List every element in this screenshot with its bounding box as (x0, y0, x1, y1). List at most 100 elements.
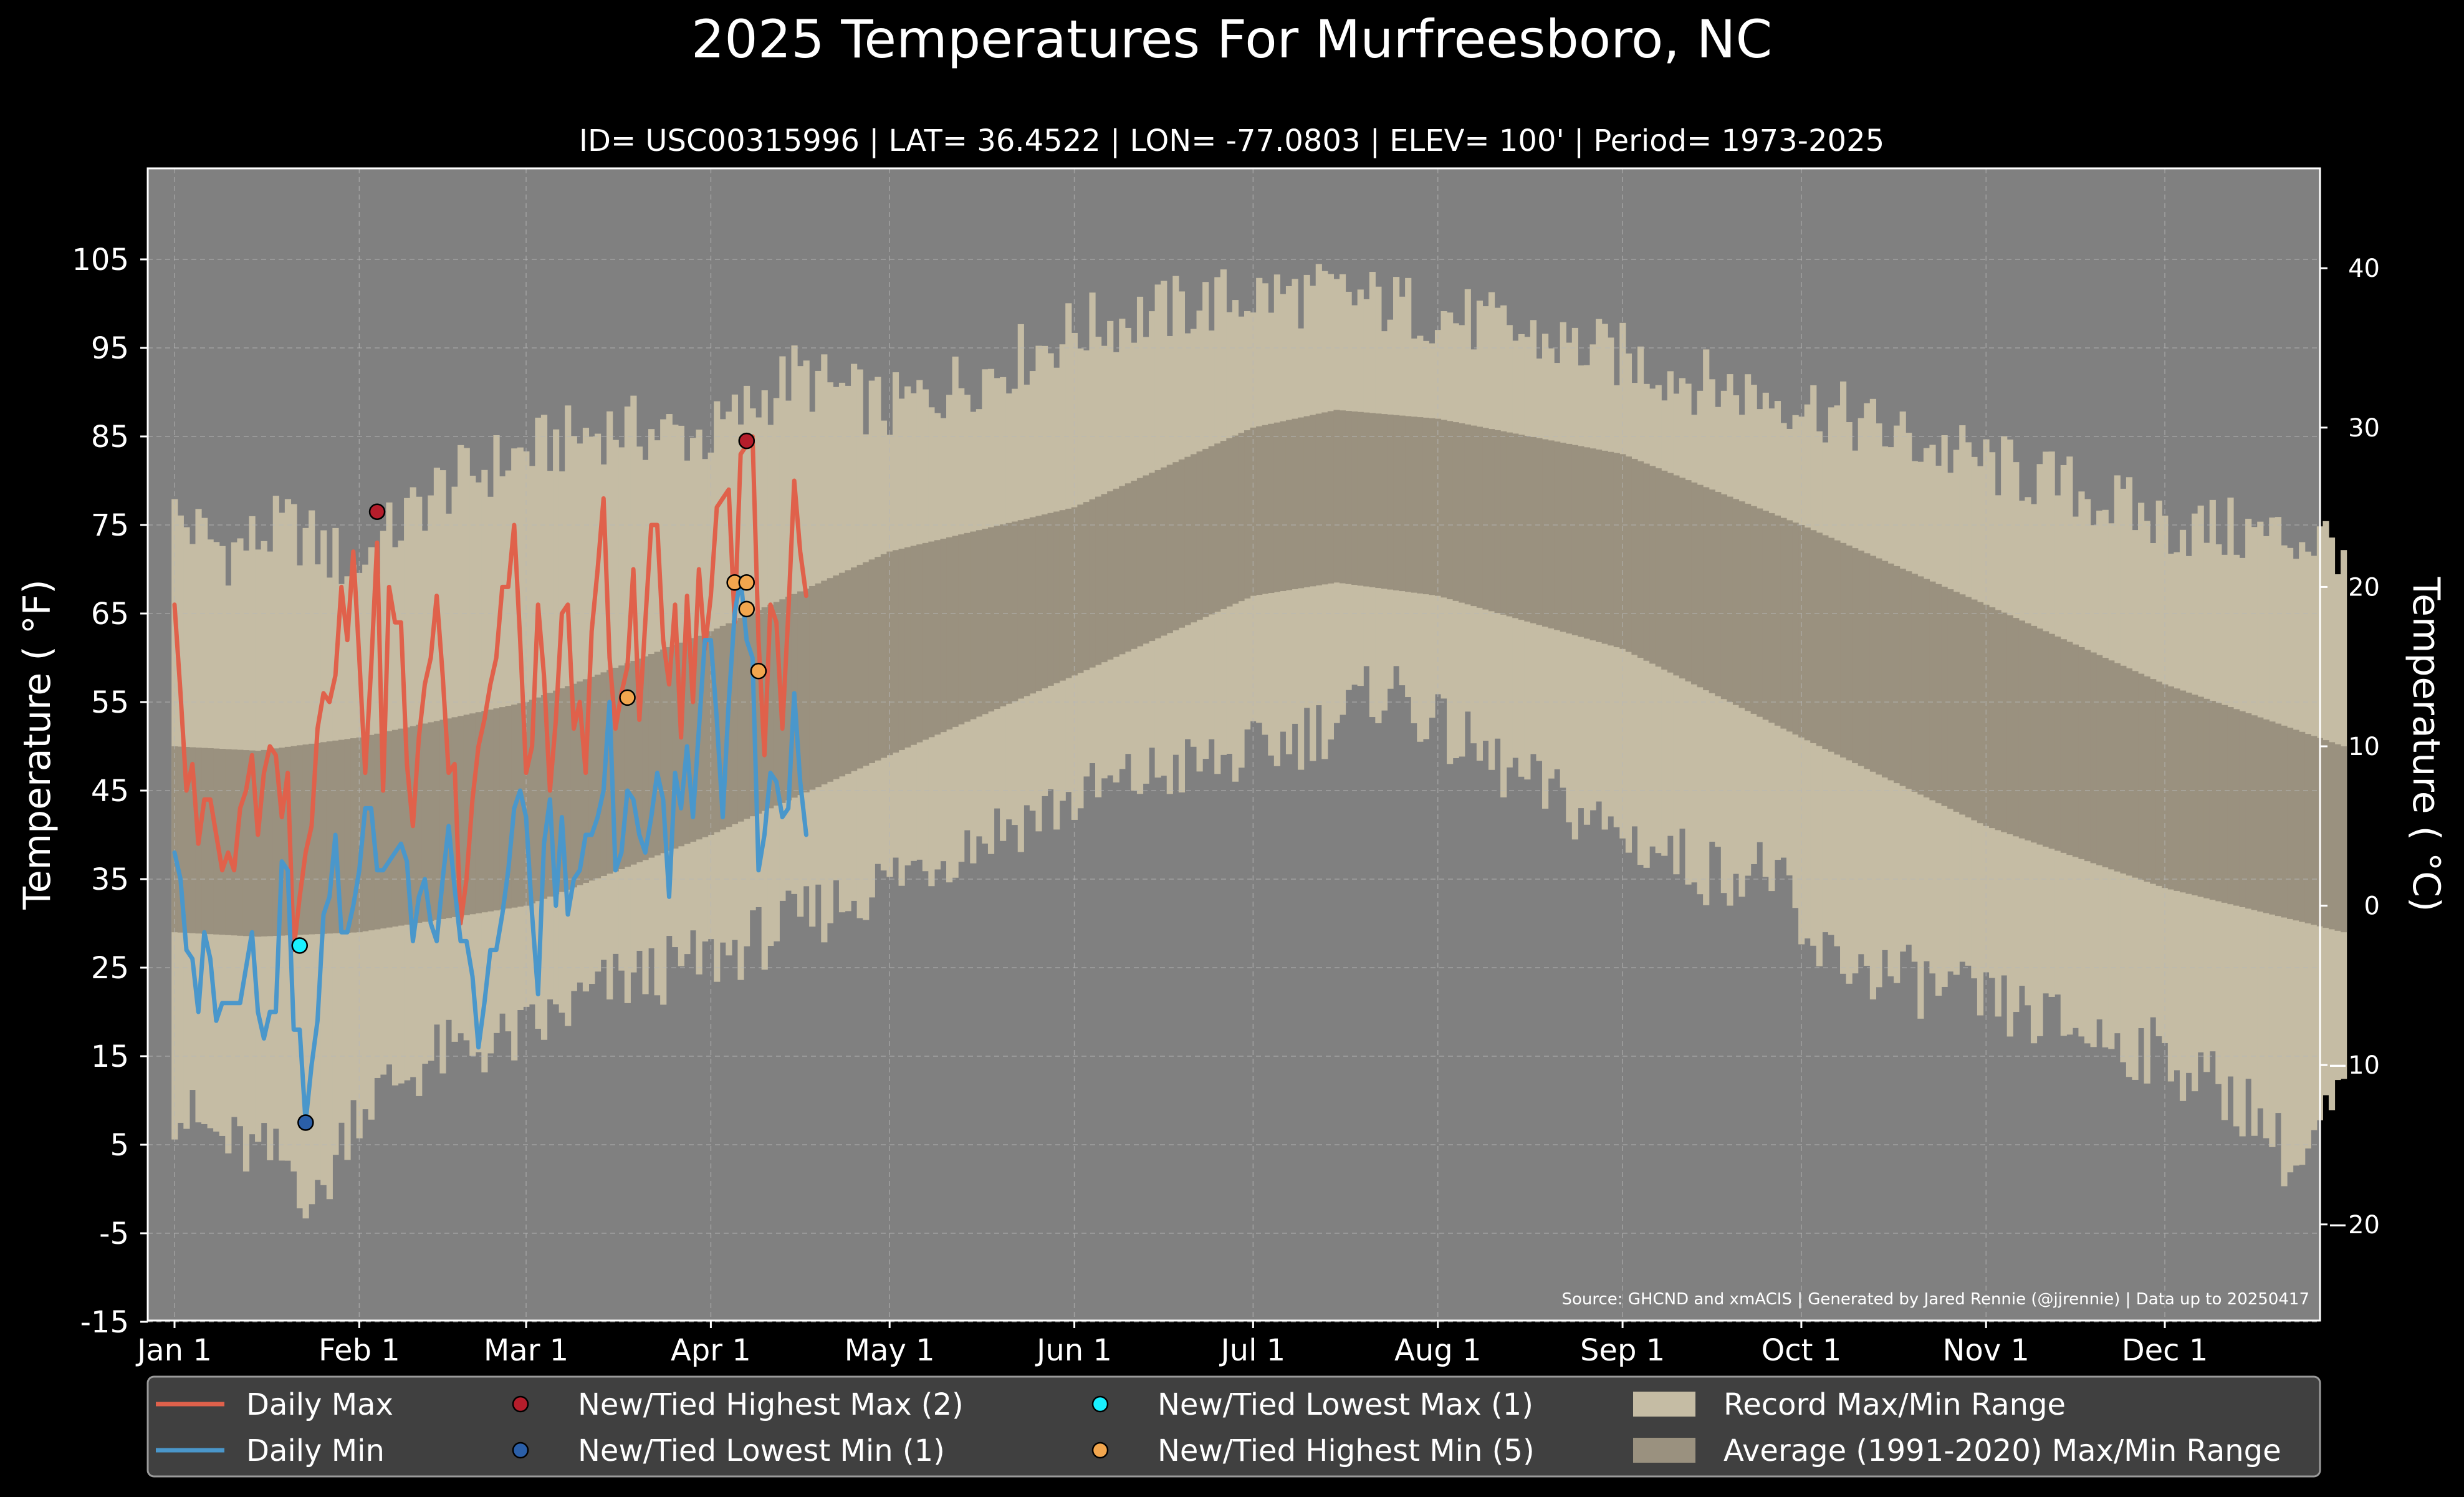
average-range-bar (1393, 415, 1400, 590)
average-range-bar (433, 721, 441, 920)
average-range-bar (1530, 436, 1537, 623)
average-range-bar (1053, 511, 1060, 683)
average-range-bar (1840, 542, 1847, 758)
average-range-bar (493, 708, 500, 911)
legend-swatch-marker (1091, 1395, 1109, 1413)
average-range-bar (2263, 719, 2270, 913)
average-range-bar (1399, 415, 1406, 592)
average-range-bar (630, 661, 637, 865)
average-range-bar (1864, 553, 1871, 769)
average-range-bar (618, 665, 625, 869)
average-range-bar (338, 739, 345, 933)
average-range-bar (624, 663, 631, 867)
average-range-bar (827, 578, 833, 782)
average-range-bar (1357, 412, 1364, 586)
chart-title: 2025 Temperatures For Murfreesboro, NC (691, 9, 1772, 70)
y-tick-label-right: 40 (2348, 254, 2380, 283)
average-range-bar (2155, 681, 2162, 886)
average-range-bar (946, 537, 953, 729)
average-range-bar (2185, 692, 2192, 894)
average-range-bar (2084, 650, 2091, 862)
average-range-bar (2120, 665, 2127, 874)
average-range-bar (458, 716, 464, 917)
average-range-bar (1065, 508, 1072, 678)
average-range-bar (1441, 420, 1447, 598)
average-range-bar (1601, 450, 1608, 644)
average-range-bar (684, 640, 691, 844)
average-range-bar (2239, 711, 2246, 907)
average-range-bar (1750, 506, 1757, 714)
average-range-bar (1005, 522, 1012, 704)
average-range-bar (1745, 503, 1752, 711)
x-axis: Jan 1 Feb 1 Mar 1 Apr 1 May 1 Jun 1 Jul 1 Aug 1… (135, 1321, 2208, 1368)
average-range-bar (815, 583, 822, 787)
average-range-bar (2025, 623, 2031, 840)
average-range-bar (1411, 416, 1417, 593)
average-range-bar (1887, 563, 1894, 781)
average-range-bar (2150, 679, 2157, 884)
average-range-bar (219, 749, 226, 935)
series-line-daily-max (172, 434, 808, 953)
legend-swatch-marker (1091, 1442, 1109, 1459)
record-marker-point (750, 663, 767, 680)
average-range-bar (851, 567, 858, 771)
average-range-bar (904, 547, 911, 748)
average-range-bar (1834, 540, 1841, 755)
average-range-bar (1757, 508, 1763, 717)
average-range-bar (755, 610, 762, 814)
average-range-bar (1983, 604, 1990, 826)
average-range-bar (416, 724, 423, 923)
average-range-bar (1417, 417, 1424, 594)
average-range-bar (1822, 535, 1829, 749)
legend-label: New/Tied Highest Max (2) (578, 1387, 964, 1422)
average-range-bar (672, 645, 679, 849)
average-range-bar (1208, 446, 1215, 615)
average-range-bar (2245, 713, 2252, 909)
x-tick-label: Oct 1 (1761, 1333, 1841, 1368)
average-range-bar (177, 746, 184, 933)
average-range-bar (499, 707, 506, 910)
average-range-bar (1047, 513, 1054, 686)
average-range-bar (272, 748, 279, 936)
x-tick-label: Sep 1 (1580, 1333, 1665, 1368)
legend-label: Average (1991-2020) Max/Min Range (1723, 1433, 2281, 1468)
legend-swatch-patch (1633, 1438, 1695, 1463)
average-range-bar (678, 642, 684, 847)
average-range-bar (1119, 486, 1126, 655)
average-range-bar (505, 706, 512, 909)
average-range-bar (463, 715, 470, 915)
x-tick-label: Dec 1 (2122, 1333, 2208, 1368)
average-range-bar (1161, 467, 1167, 636)
average-range-bar (2293, 729, 2299, 921)
average-range-bar (1214, 443, 1221, 612)
average-range-bar (1190, 454, 1197, 623)
average-range-bar (344, 739, 351, 933)
average-range-bar (577, 681, 583, 885)
average-range-bar (737, 618, 744, 822)
average-range-bar (1310, 415, 1316, 587)
average-range-bar (445, 718, 453, 918)
average-range-bar (1929, 581, 1936, 801)
average-range-bar (875, 557, 881, 761)
average-range-bar (863, 562, 870, 766)
average-range-bar (648, 654, 655, 858)
average-range-bar (606, 670, 613, 874)
average-range-bar (731, 620, 739, 824)
average-range-bar (1381, 414, 1388, 589)
x-tick-label: Mar 1 (484, 1333, 568, 1368)
average-range-bar (1977, 602, 1984, 824)
y-tick-label-right: 10 (2348, 733, 2380, 761)
average-range-bar (719, 625, 726, 830)
average-range-bar (2257, 717, 2264, 912)
average-range-bar (2167, 686, 2174, 890)
average-range-bar (2144, 676, 2150, 882)
average-range-bar (2174, 688, 2180, 891)
average-range-bar (892, 550, 899, 753)
record-marker-point (297, 1114, 314, 1131)
y-tick-label-right: 0 (2364, 892, 2380, 921)
average-range-bar (1273, 422, 1280, 592)
average-range-bar (2013, 618, 2020, 837)
y-tick-label: 105 (72, 243, 129, 277)
record-marker-point (619, 689, 636, 706)
average-range-bar (803, 589, 810, 792)
